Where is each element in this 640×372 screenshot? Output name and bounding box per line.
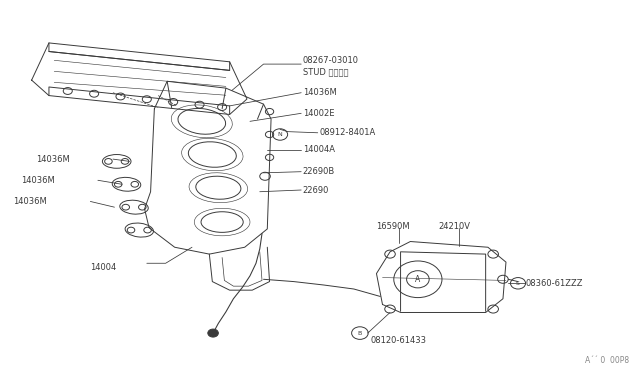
Text: 08267-03010: 08267-03010 <box>303 56 358 65</box>
Text: N: N <box>278 132 282 137</box>
Text: A´´ 0  00P8: A´´ 0 00P8 <box>584 356 628 365</box>
Text: 08360-61ZZZ: 08360-61ZZZ <box>525 279 583 288</box>
Text: 14004A: 14004A <box>303 145 335 154</box>
Text: 08120-61433: 08120-61433 <box>371 336 426 345</box>
Text: 14036M: 14036M <box>13 197 47 206</box>
Text: 14036M: 14036M <box>36 155 70 164</box>
Text: A: A <box>415 275 420 284</box>
Circle shape <box>208 329 218 337</box>
Text: 08912-8401A: 08912-8401A <box>319 128 376 137</box>
Text: 22690B: 22690B <box>303 167 335 176</box>
Text: S: S <box>516 281 520 286</box>
Text: 16590M: 16590M <box>376 222 410 231</box>
Text: 14004: 14004 <box>90 263 116 272</box>
Text: 22690: 22690 <box>303 186 329 195</box>
Text: 14002E: 14002E <box>303 109 334 118</box>
Text: 24210V: 24210V <box>438 222 470 231</box>
Text: STUD スタッド: STUD スタッド <box>303 68 348 77</box>
Text: 14036M: 14036M <box>21 176 55 185</box>
Text: 14036M: 14036M <box>303 88 337 97</box>
Text: B: B <box>358 331 362 336</box>
